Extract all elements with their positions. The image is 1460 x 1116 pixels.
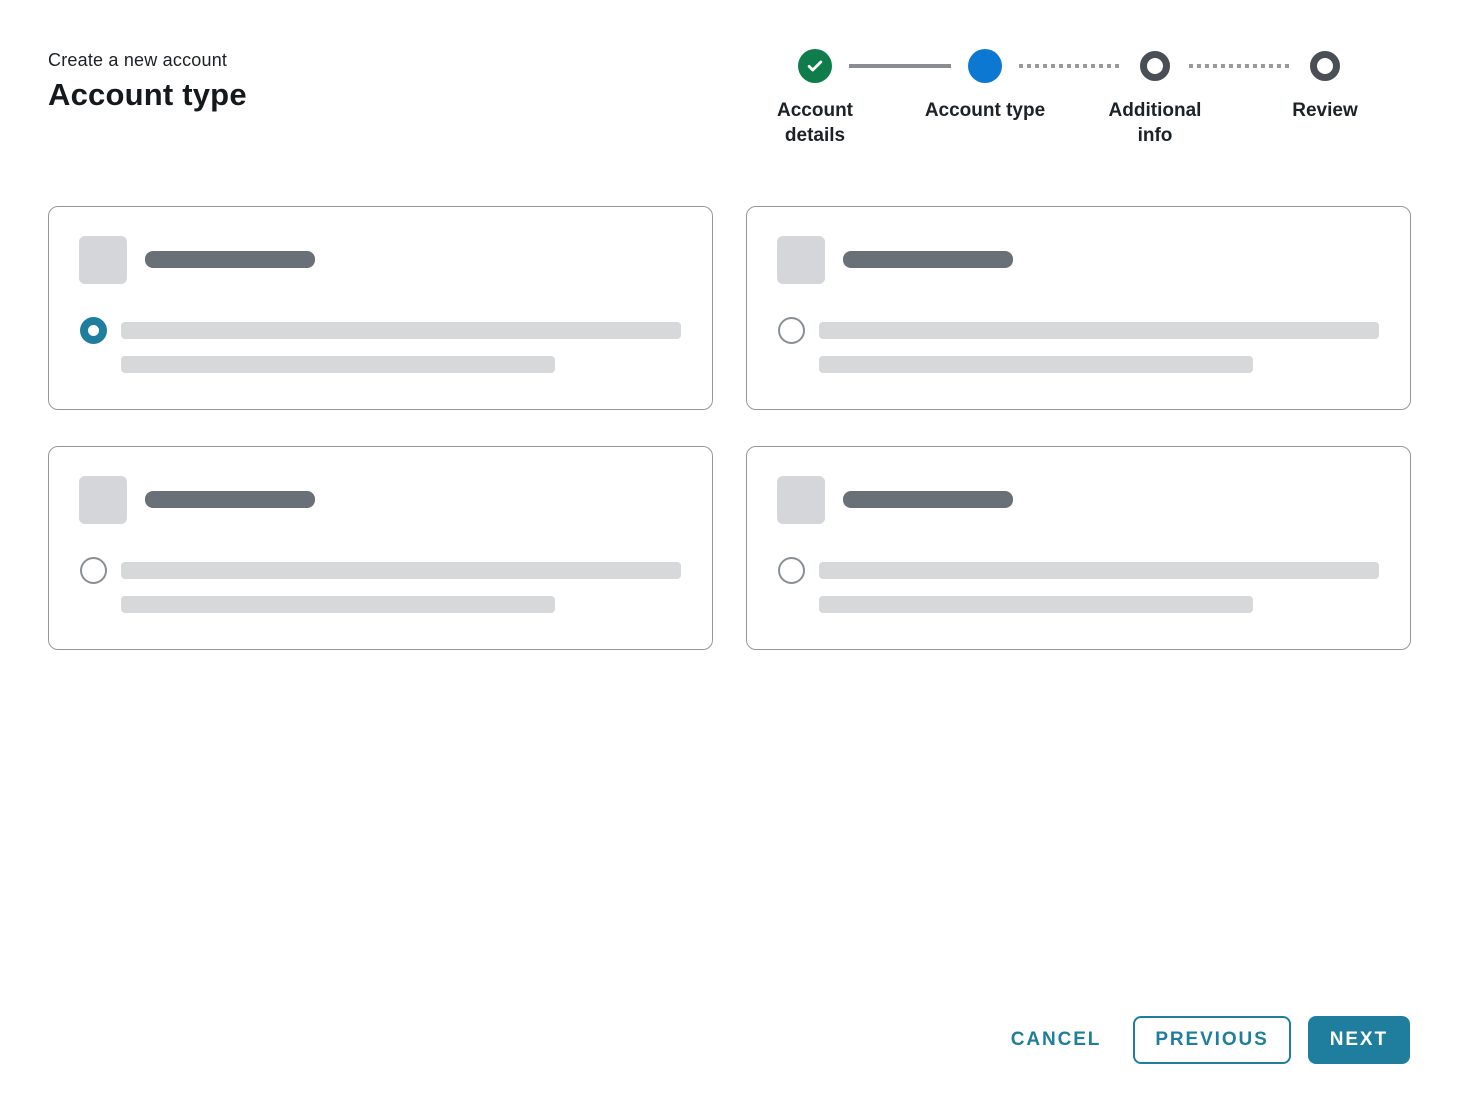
previous-button[interactable]: PREVIOUS	[1133, 1016, 1291, 1064]
step-account-details[interactable]: Account details	[730, 49, 900, 148]
cancel-button[interactable]: CANCEL	[1011, 1016, 1102, 1064]
option-title-placeholder	[145, 491, 315, 508]
option-text-placeholder	[819, 562, 1379, 579]
account-type-option-card-2[interactable]	[746, 206, 1411, 410]
option-title-placeholder	[843, 491, 1013, 508]
radio-button[interactable]	[778, 317, 805, 344]
progress-stepper: Account details Account type Additional …	[730, 49, 1410, 148]
option-text-placeholder	[121, 356, 555, 373]
step-additional-info[interactable]: Additional info	[1070, 49, 1240, 148]
option-text-placeholder	[121, 562, 681, 579]
option-text-placeholder	[819, 596, 1253, 613]
option-icon-placeholder	[79, 476, 127, 524]
option-icon-placeholder	[777, 236, 825, 284]
step-label: Additional info	[1108, 100, 1202, 147]
next-button[interactable]: NEXT	[1307, 1016, 1410, 1064]
account-type-option-card-1[interactable]	[48, 206, 713, 410]
account-type-option-card-4[interactable]	[746, 446, 1411, 650]
step-account-type[interactable]: Account type	[900, 49, 1070, 148]
account-type-option-card-3[interactable]	[48, 446, 713, 650]
step-review[interactable]: Review	[1240, 49, 1410, 148]
option-text-placeholder	[819, 322, 1379, 339]
option-title-placeholder	[843, 251, 1013, 268]
step-complete-check-icon	[798, 49, 832, 83]
radio-button[interactable]	[778, 557, 805, 584]
page-header: Create a new account Account type	[48, 50, 247, 113]
step-upcoming-ring-icon	[1140, 51, 1170, 81]
radio-button[interactable]	[80, 317, 107, 344]
option-icon-placeholder	[79, 236, 127, 284]
step-connector-dotted	[1189, 64, 1291, 68]
option-text-placeholder	[121, 596, 555, 613]
option-text-placeholder	[121, 322, 681, 339]
step-label: Review	[1292, 100, 1358, 121]
option-title-placeholder	[145, 251, 315, 268]
step-label: Account type	[924, 100, 1046, 121]
step-upcoming-ring-icon	[1310, 51, 1340, 81]
step-current-dot-icon	[968, 49, 1002, 83]
step-label: Account details	[777, 100, 853, 147]
account-type-options	[48, 206, 1411, 650]
wizard-footer: CANCEL PREVIOUS NEXT	[1011, 1016, 1410, 1064]
step-connector-solid	[849, 64, 951, 68]
page-title: Account type	[48, 77, 247, 112]
radio-button[interactable]	[80, 557, 107, 584]
option-icon-placeholder	[777, 476, 825, 524]
wizard-name: Create a new account	[48, 50, 228, 70]
step-connector-dotted	[1019, 64, 1121, 68]
option-text-placeholder	[819, 356, 1253, 373]
